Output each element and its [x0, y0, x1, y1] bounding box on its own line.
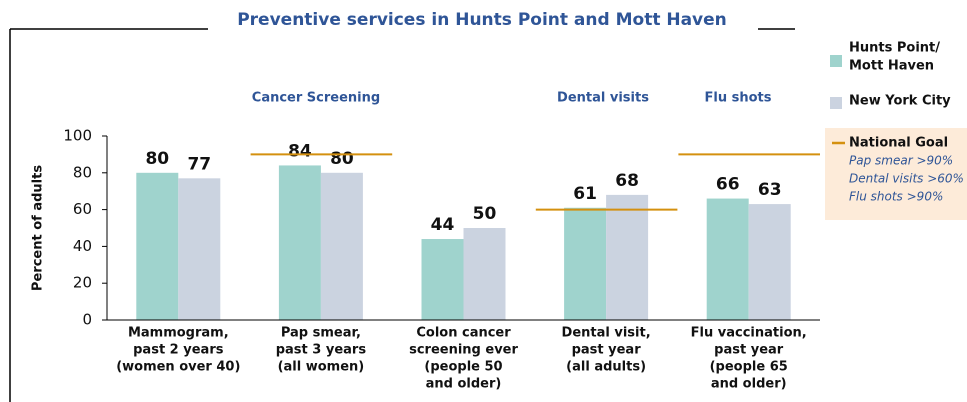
x-tick-label: and older): [711, 377, 787, 392]
value-label: 84: [288, 141, 312, 161]
value-label: 80: [145, 149, 169, 169]
goal-legend-bg: [825, 128, 967, 220]
y-tick-label: 40: [73, 237, 92, 255]
x-tick-label: Flu vaccination,: [691, 326, 807, 341]
legend-swatch: [830, 97, 842, 109]
x-tick-label: (all adults): [566, 360, 646, 375]
value-label: 61: [573, 184, 597, 204]
x-tick-label: (women over 40): [116, 360, 240, 375]
y-axis-label: Percent of adults: [31, 165, 46, 291]
y-tick-label: 100: [63, 127, 92, 145]
y-tick-label: 80: [73, 163, 92, 181]
x-tick-label: past year: [572, 343, 642, 358]
legend-swatch: [830, 55, 842, 67]
x-tick-label: past 2 years: [133, 343, 224, 358]
bar: [564, 207, 607, 320]
x-tick-label: (people 65: [710, 360, 788, 375]
bar: [748, 204, 791, 320]
goal-note: Dental visits >60%: [849, 172, 964, 186]
value-label: 77: [187, 154, 211, 174]
bar: [421, 239, 464, 320]
chart-title: Preventive services in Hunts Point and M…: [237, 10, 727, 30]
x-tick-label: Mammogram,: [128, 326, 229, 341]
value-label: 80: [330, 149, 354, 169]
value-label: 63: [758, 180, 782, 200]
bar: [136, 172, 179, 320]
group-label: Cancer Screening: [252, 91, 380, 106]
group-label: Dental visits: [557, 91, 649, 106]
x-tick-label: screening ever: [409, 343, 518, 358]
legend-label: Hunts Point/: [849, 41, 940, 56]
goal-note: Pap smear >90%: [849, 154, 953, 168]
x-tick-label: (all women): [278, 360, 365, 375]
legend-label: New York City: [849, 94, 951, 109]
bar: [606, 194, 649, 320]
bar: [463, 228, 506, 320]
x-tick-label: past 3 years: [276, 343, 367, 358]
bar: [278, 165, 321, 320]
x-tick-label: Colon cancer: [416, 326, 511, 341]
value-label: 68: [615, 171, 639, 191]
title-bg: [208, 15, 758, 39]
y-tick-label: 0: [82, 311, 92, 329]
group-label: Flu shots: [705, 91, 772, 106]
value-label: 44: [431, 215, 455, 235]
goal-note: Flu shots >90%: [849, 190, 943, 204]
legend-label: National Goal: [849, 136, 948, 151]
bar: [706, 198, 749, 320]
x-tick-label: and older): [426, 377, 502, 392]
x-tick-label: Pap smear,: [281, 326, 361, 341]
y-tick-label: 60: [73, 200, 92, 218]
value-label: 50: [473, 204, 497, 224]
bar: [178, 178, 221, 320]
x-tick-label: (people 50: [424, 360, 502, 375]
x-tick-label: Dental visit,: [562, 326, 651, 341]
x-tick-label: past year: [714, 343, 784, 358]
bar: [320, 172, 363, 320]
y-tick-label: 20: [73, 274, 92, 292]
legend-label: Mott Haven: [849, 59, 934, 74]
value-label: 66: [716, 175, 740, 195]
